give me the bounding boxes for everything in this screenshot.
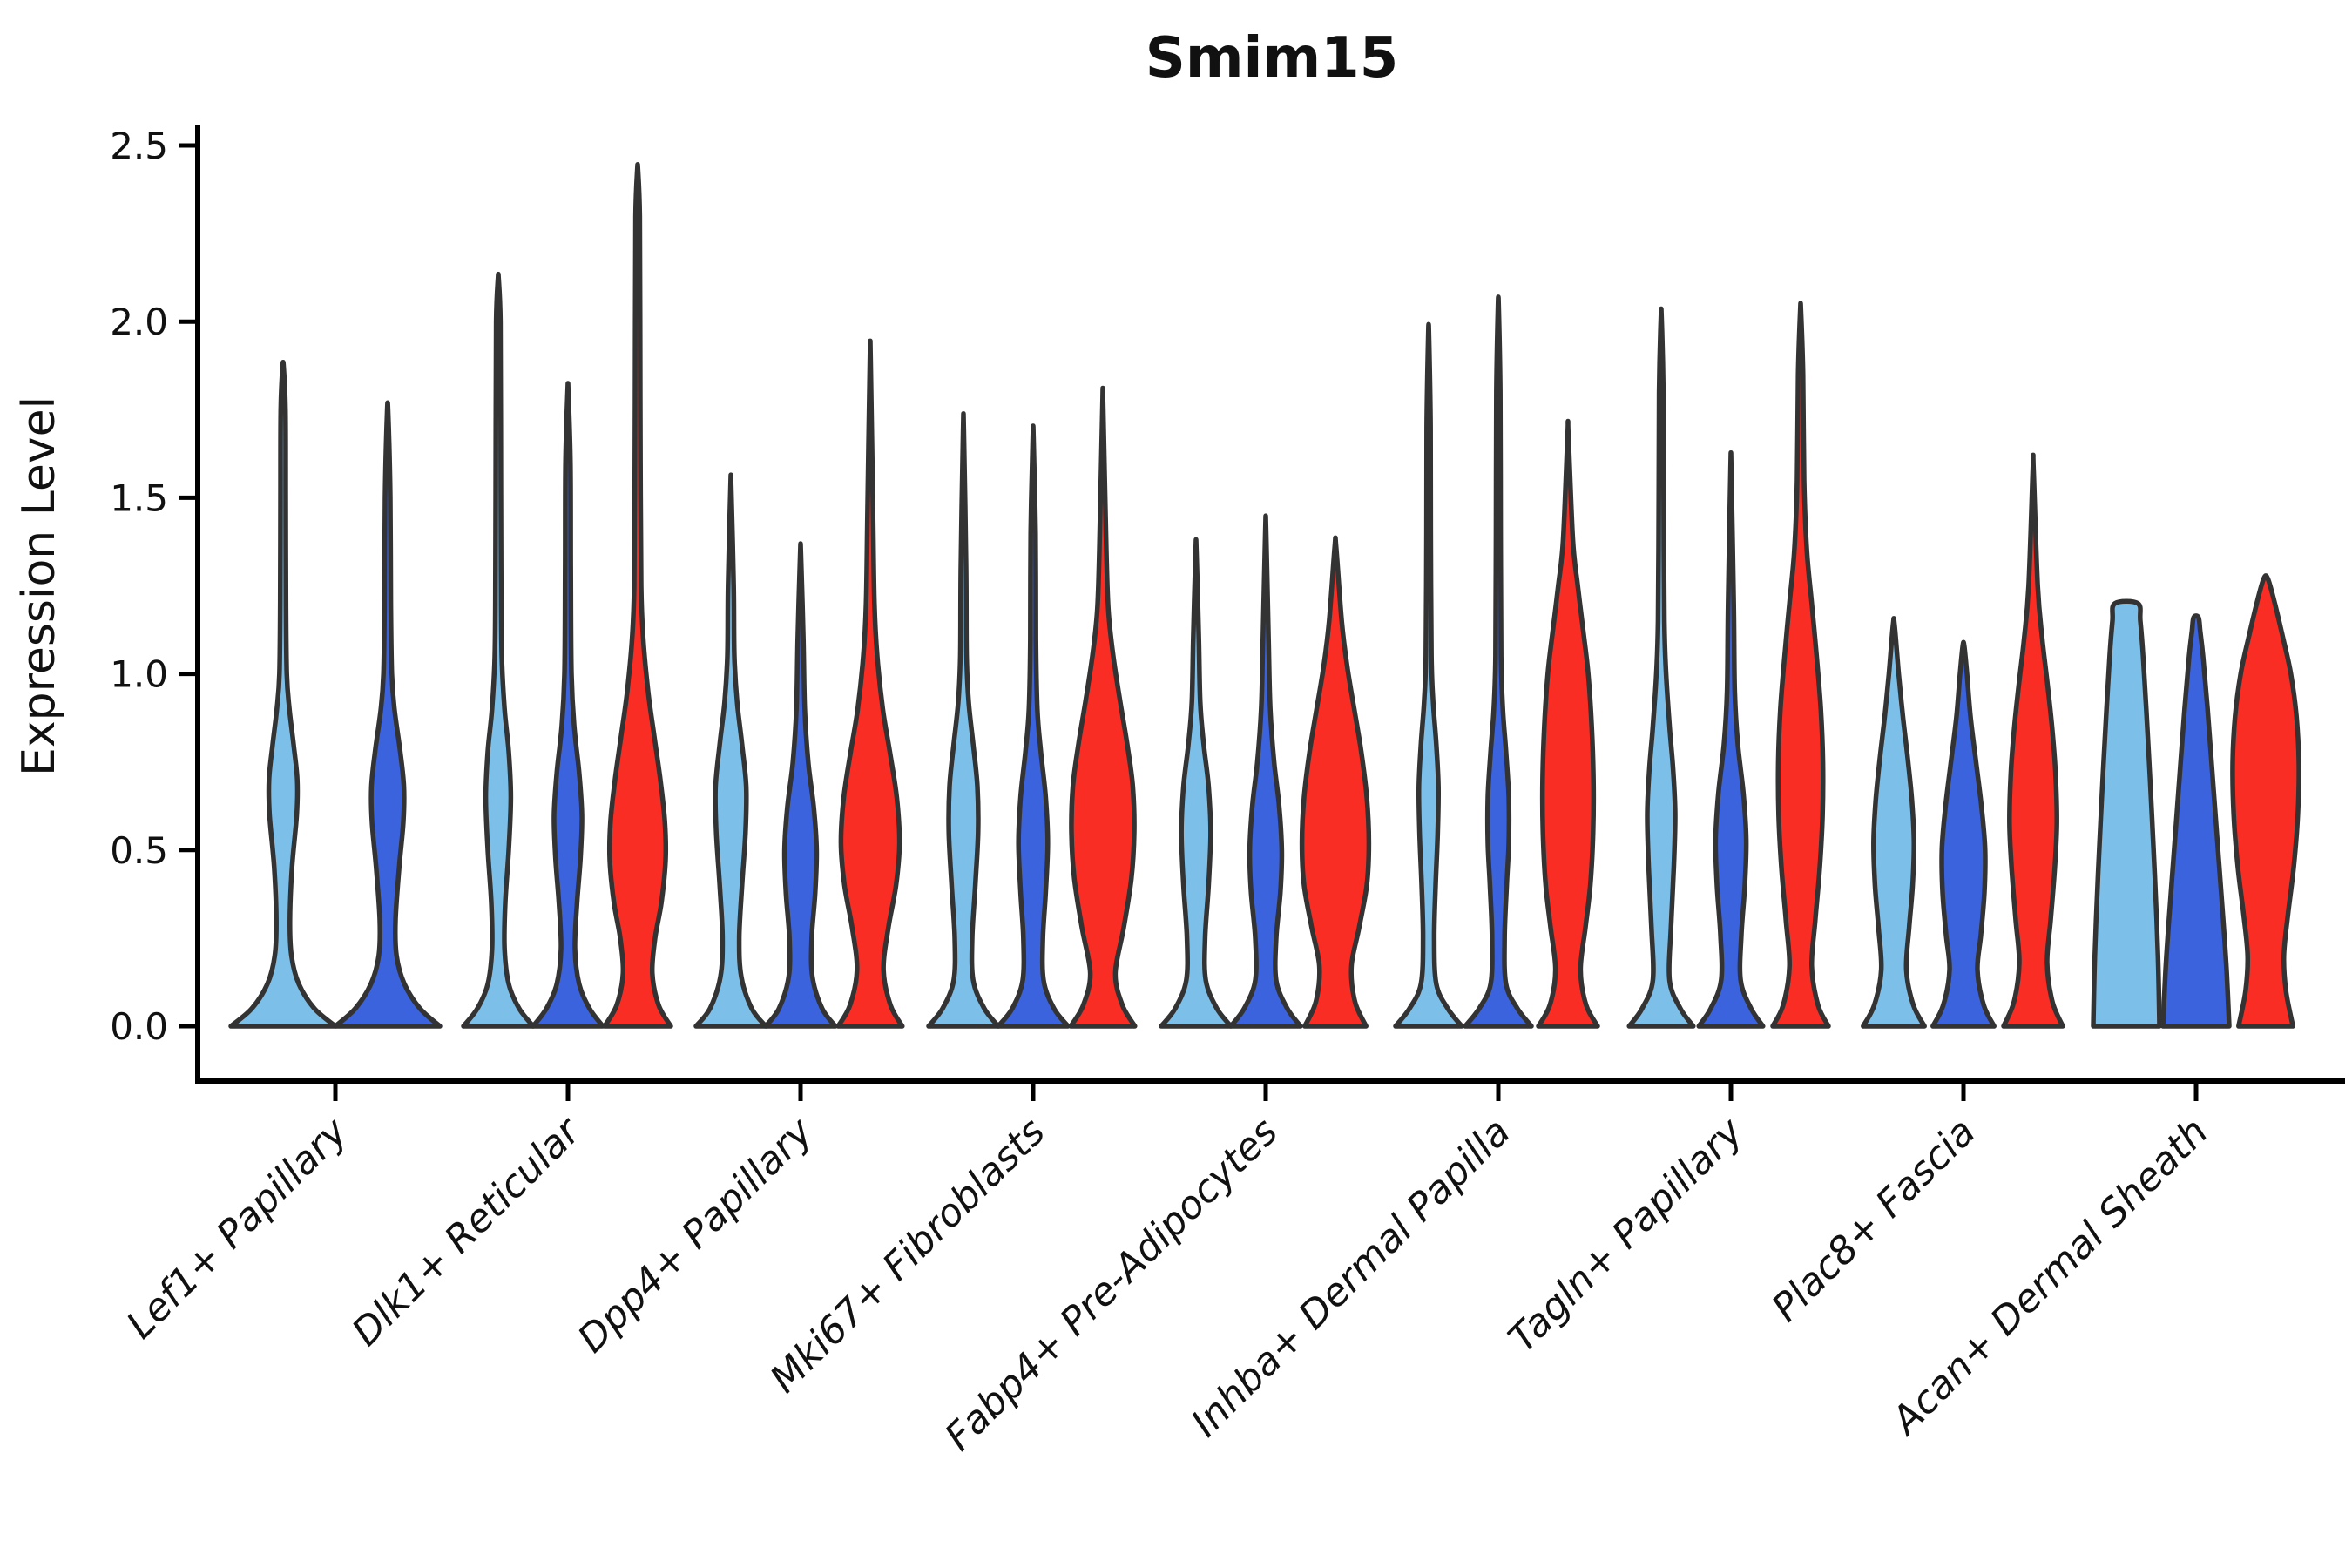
violin-lightblue (1861, 616, 1927, 1029)
violins-layer (228, 161, 2301, 1029)
violin-red (2230, 573, 2301, 1029)
violin-lightblue (461, 271, 536, 1029)
violin-lightblue (926, 411, 1001, 1029)
y-tick-label: 2.5 (110, 125, 168, 167)
violin-lightblue (1393, 321, 1464, 1029)
violin-blue (1696, 450, 1766, 1029)
x-tick-label: Lef1+ Papillary (118, 1109, 357, 1348)
x-tick-label: Tagln+ Papillary (1500, 1109, 1752, 1361)
violin-red (602, 161, 673, 1029)
y-tick-label: 0.0 (110, 1005, 168, 1048)
y-tick-label: 1.0 (110, 653, 168, 696)
x-tick-label: Dpp4+ Papillary (570, 1109, 822, 1362)
violin-blue (996, 423, 1071, 1029)
violin-lightblue (2091, 598, 2162, 1029)
x-tick-label: Plac8+ Fascia (1763, 1110, 1984, 1330)
violin-blue (763, 541, 838, 1029)
violin-lightblue (693, 472, 768, 1029)
violin-red (1536, 418, 1600, 1029)
violin-blue (1930, 639, 1997, 1029)
violin-red (835, 338, 905, 1029)
y-tick-label: 1.5 (110, 476, 168, 519)
y-axis: 0.0 0.5 1.0 1.5 2.0 2.5 (110, 125, 198, 1048)
x-tick-label: Dlk1+ Reticular (343, 1108, 590, 1355)
y-tick-label: 2.0 (110, 301, 168, 343)
violin-blue (333, 400, 443, 1029)
violin-lightblue (228, 359, 338, 1029)
violin-lightblue (1159, 537, 1233, 1029)
violin-red (1299, 535, 1372, 1029)
y-tick-label: 0.5 (110, 829, 168, 872)
violin-lightblue (1626, 306, 1696, 1029)
violin-red (2001, 452, 2065, 1029)
violin-blue (1463, 294, 1534, 1029)
violin-blue (2160, 613, 2232, 1029)
plot-title: Smim15 (1146, 26, 1398, 91)
violin-red (1068, 385, 1138, 1029)
y-axis-label: Expression Level (13, 396, 65, 776)
violin-red (1770, 301, 1831, 1029)
violin-blue (531, 381, 605, 1029)
violin-blue (1228, 513, 1303, 1029)
